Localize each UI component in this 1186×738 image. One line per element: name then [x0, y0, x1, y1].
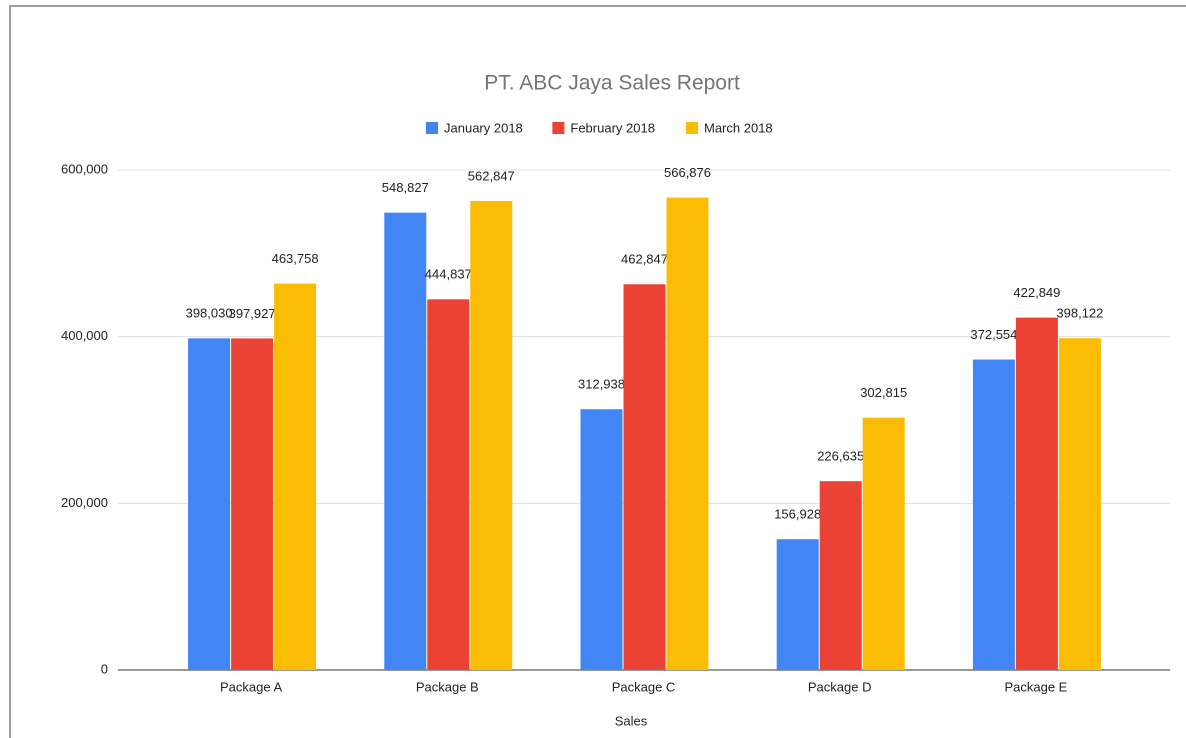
bar	[666, 197, 709, 670]
x-tick-label: Package C	[612, 679, 676, 694]
bar	[580, 409, 623, 670]
y-tick-label: 200,000	[61, 495, 108, 510]
data-label: 562,847	[468, 168, 515, 183]
x-tick-label: Package D	[808, 679, 872, 694]
bar	[862, 417, 905, 670]
data-label: 548,827	[382, 180, 429, 195]
bar	[231, 338, 274, 670]
legend-label: March 2018	[704, 120, 773, 135]
x-axis-label: Sales	[615, 713, 648, 728]
bar	[776, 539, 819, 670]
data-label: 397,927	[229, 306, 276, 321]
bar	[384, 212, 427, 670]
legend-label: January 2018	[444, 120, 523, 135]
data-label: 302,815	[860, 385, 907, 400]
chart-title: PT. ABC Jaya Sales Report	[484, 72, 740, 95]
legend-swatch	[686, 122, 698, 134]
x-tick-label: Package A	[220, 679, 282, 694]
bar	[972, 359, 1015, 670]
bar	[1015, 317, 1058, 670]
bar	[819, 481, 862, 670]
data-label: 398,030	[186, 306, 233, 321]
data-label: 156,928	[774, 507, 821, 522]
legend-swatch	[426, 122, 438, 134]
legend-swatch	[552, 122, 565, 134]
data-label: 226,635	[817, 449, 864, 464]
y-tick-label: 600,000	[61, 161, 108, 176]
bar	[188, 338, 231, 670]
data-label: 566,876	[664, 165, 711, 180]
bar	[274, 283, 317, 670]
data-label: 462,847	[621, 252, 668, 267]
bar	[427, 299, 470, 670]
data-label: 422,849	[1013, 285, 1060, 300]
y-tick-label: 400,000	[61, 328, 108, 343]
data-label: 463,758	[272, 251, 319, 266]
bar	[623, 284, 666, 670]
data-label: 398,122	[1056, 306, 1103, 321]
bar	[470, 200, 513, 671]
y-tick-label: 0	[101, 661, 108, 676]
x-tick-label: Package E	[1004, 679, 1067, 694]
data-label: 312,938	[578, 377, 625, 392]
data-label: 372,554	[970, 327, 1017, 342]
data-label: 444,837	[425, 267, 472, 282]
x-tick-label: Package B	[416, 679, 479, 694]
legend-label: February 2018	[570, 120, 655, 135]
bar	[1058, 338, 1101, 670]
